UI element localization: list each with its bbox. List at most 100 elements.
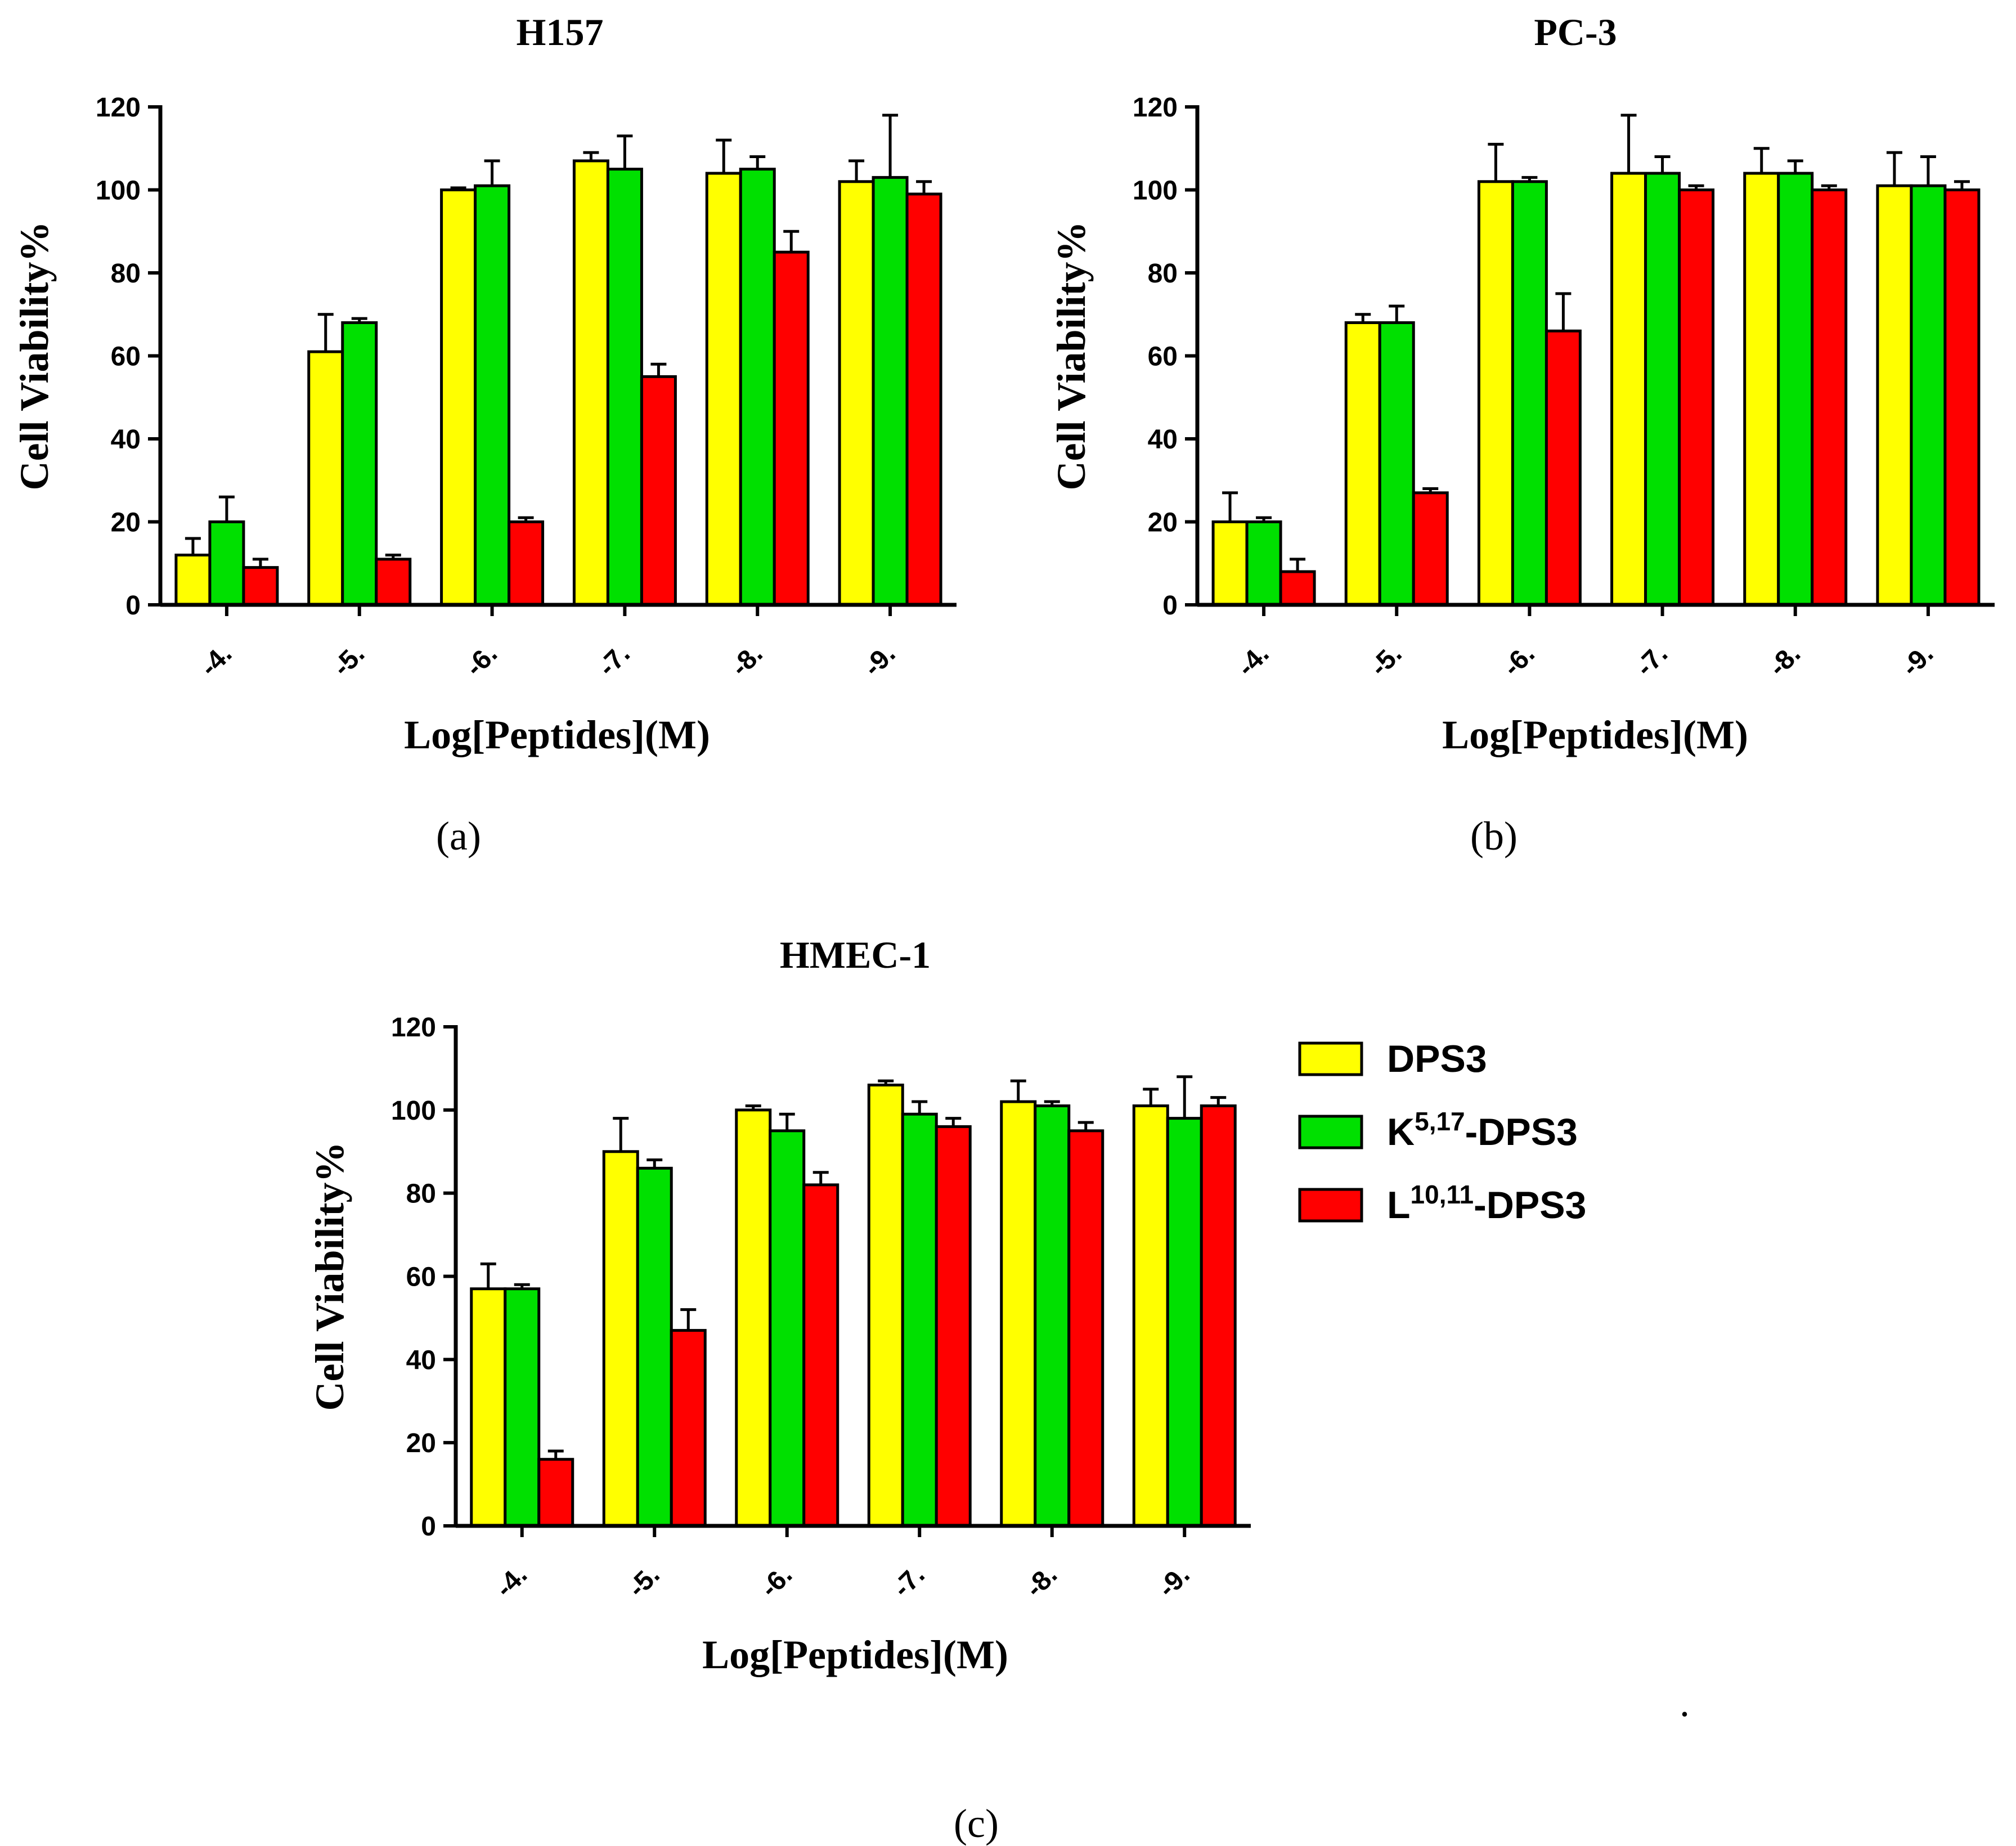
legend-label-main: DPS3 bbox=[1387, 1037, 1487, 1080]
panel-label: (c) bbox=[954, 1801, 999, 1846]
bar-dps3 bbox=[1477, 180, 1514, 607]
bar-dps3 bbox=[470, 1287, 507, 1528]
chart-title: PC-3 bbox=[1534, 11, 1617, 53]
x-tick-label: -4. bbox=[194, 639, 237, 682]
x-tick-label: -7. bbox=[592, 639, 636, 682]
bar-l1011-dps3 bbox=[1200, 1104, 1237, 1528]
bar-k517-dps3 bbox=[1378, 321, 1415, 607]
bar-dps3 bbox=[838, 180, 875, 607]
x-tick-label: -8. bbox=[725, 639, 769, 682]
y-tick-label: 40 bbox=[111, 425, 141, 455]
bar-k517-dps3 bbox=[872, 176, 909, 607]
panel-label: (b) bbox=[1470, 814, 1517, 859]
bar-dps3 bbox=[735, 1108, 772, 1528]
bar-dps3 bbox=[602, 1150, 639, 1528]
y-axis-label: Cell Viability% bbox=[1049, 221, 1094, 490]
y-tick-label: 40 bbox=[406, 1345, 436, 1375]
bar-l1011-dps3 bbox=[375, 558, 412, 607]
bar-dps3 bbox=[1876, 184, 1913, 607]
bar-l1011-dps3 bbox=[1544, 329, 1582, 607]
x-tick-label: -9. bbox=[1896, 639, 1939, 682]
bar-k517-dps3 bbox=[1166, 1117, 1203, 1528]
bar-k517-dps3 bbox=[901, 1112, 938, 1528]
x-axis-label: Log[Peptides](M) bbox=[404, 712, 710, 757]
bar-dps3 bbox=[307, 350, 344, 607]
legend-label-superscript: 10,11 bbox=[1411, 1180, 1474, 1209]
bar-k517-dps3 bbox=[606, 168, 643, 607]
y-tick-label: 80 bbox=[111, 259, 141, 289]
x-tick-label: -6. bbox=[460, 639, 503, 682]
bar-dps3 bbox=[705, 172, 742, 607]
x-tick-label: -9. bbox=[1152, 1560, 1196, 1603]
bar-k517-dps3 bbox=[739, 168, 776, 607]
bar-dps3 bbox=[867, 1083, 904, 1528]
bar-l1011-dps3 bbox=[1811, 188, 1848, 607]
bar-l1011-dps3 bbox=[508, 520, 545, 607]
x-tick-label: -9. bbox=[858, 639, 901, 682]
bar-l1011-dps3 bbox=[802, 1183, 839, 1528]
bar-l1011-dps3 bbox=[670, 1329, 707, 1528]
legend-swatch-dps3 bbox=[1298, 1041, 1363, 1076]
legend-label-superscript: 5,17 bbox=[1415, 1107, 1465, 1136]
bar-l1011-dps3 bbox=[1678, 188, 1715, 607]
chart-panel-hmec1: HMEC-1 0 20 40 60 80 100 120 -4. -5. -6. -7. -8. -9. C… bbox=[307, 933, 1251, 1846]
y-tick-label: 100 bbox=[391, 1096, 436, 1126]
stray-dot: . bbox=[1680, 1680, 1690, 1725]
bar-k517-dps3 bbox=[208, 520, 245, 607]
x-tick-label: -6. bbox=[755, 1560, 798, 1603]
bar-l1011-dps3 bbox=[773, 250, 810, 607]
bar-k517-dps3 bbox=[341, 321, 378, 607]
y-tick-label: 40 bbox=[1148, 425, 1178, 455]
bar-k517-dps3 bbox=[636, 1166, 673, 1528]
bar-l1011-dps3 bbox=[1943, 188, 1981, 607]
legend: DPS3 K5,17-DPS3 L10,11-DPS3 bbox=[1298, 1037, 1586, 1227]
bar-k517-dps3 bbox=[1511, 180, 1548, 607]
y-tick-label: 60 bbox=[1148, 342, 1178, 372]
y-tick-label: 60 bbox=[111, 342, 141, 372]
bar-l1011-dps3 bbox=[1279, 570, 1316, 607]
x-tick-label: -6. bbox=[1497, 639, 1541, 682]
bar-dps3 bbox=[1743, 172, 1780, 607]
x-tick-label: -8. bbox=[1020, 1560, 1063, 1603]
x-tick-label: -7. bbox=[1630, 639, 1673, 682]
y-tick-label: 100 bbox=[1133, 176, 1178, 206]
y-tick-label: 20 bbox=[111, 508, 141, 538]
legend-label-dps3: DPS3 bbox=[1387, 1037, 1487, 1080]
y-tick-label: 0 bbox=[421, 1512, 436, 1542]
bar-l1011-dps3 bbox=[242, 566, 279, 607]
bar-k517-dps3 bbox=[474, 184, 511, 607]
bar-dps3 bbox=[174, 554, 212, 607]
bar-l1011-dps3 bbox=[537, 1458, 574, 1528]
chart-panel-pc3: PC-3 0 20 40 60 80 100 120 -4. -5. -6. -7. -8. -9. Cel… bbox=[1049, 11, 1995, 859]
bar-l1011-dps3 bbox=[935, 1125, 972, 1528]
y-axis-label: Cell Viability% bbox=[307, 1142, 352, 1411]
bar-l1011-dps3 bbox=[640, 375, 677, 607]
bar-l1011-dps3 bbox=[905, 192, 942, 607]
bar-dps3 bbox=[572, 159, 609, 607]
y-tick-label: 0 bbox=[125, 591, 141, 621]
bar-k517-dps3 bbox=[1910, 184, 1947, 607]
y-tick-label: 120 bbox=[1133, 93, 1178, 123]
y-tick-label: 80 bbox=[406, 1179, 436, 1209]
bar-k517-dps3 bbox=[504, 1287, 541, 1528]
legend-label-main: K bbox=[1387, 1111, 1415, 1153]
chart-title: HMEC-1 bbox=[780, 933, 931, 976]
y-tick-label: 20 bbox=[1148, 508, 1178, 538]
bar-dps3 bbox=[1000, 1100, 1037, 1528]
legend-label-suffix: -DPS3 bbox=[1474, 1184, 1586, 1227]
bar-dps3 bbox=[440, 188, 477, 607]
y-tick-label: 20 bbox=[406, 1429, 436, 1458]
y-tick-label: 60 bbox=[406, 1263, 436, 1292]
y-tick-label: 100 bbox=[96, 176, 141, 206]
legend-label-main: L bbox=[1387, 1184, 1411, 1227]
x-tick-label: -7. bbox=[887, 1560, 931, 1603]
x-tick-label: -4. bbox=[490, 1560, 533, 1603]
y-tick-label: 120 bbox=[391, 1013, 436, 1043]
y-axis-label: Cell Viability% bbox=[12, 221, 57, 490]
x-tick-label: -5. bbox=[1364, 639, 1408, 682]
legend-label-suffix: -DPS3 bbox=[1465, 1111, 1578, 1153]
bar-dps3 bbox=[1132, 1104, 1169, 1528]
y-tick-label: 0 bbox=[1162, 591, 1178, 621]
x-tick-label: -5. bbox=[327, 639, 370, 682]
